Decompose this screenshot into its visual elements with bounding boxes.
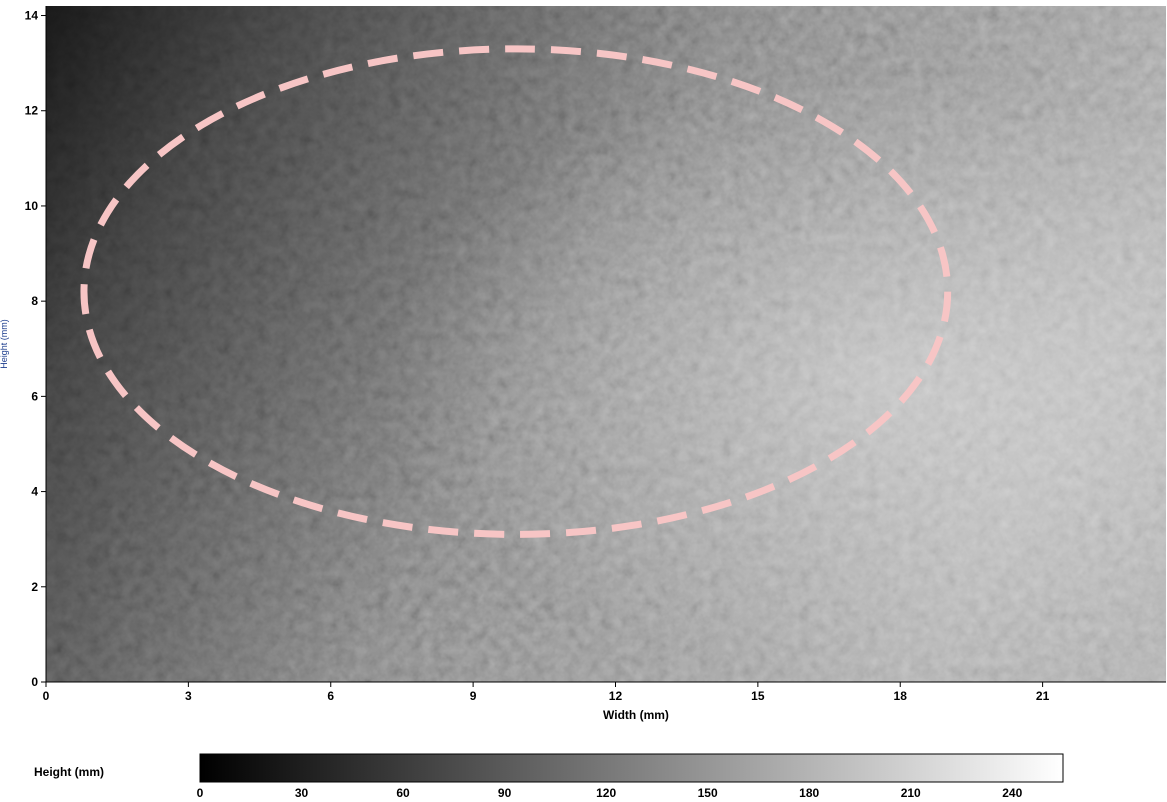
x-tick-label: 15 [751,689,765,703]
x-tick-label: 18 [894,689,908,703]
x-tick-label: 3 [185,689,192,703]
y-tick-label: 4 [31,485,38,499]
heatmap-image [46,6,1166,682]
annotation-ellipse-0 [80,45,952,538]
x-axis-title: Width (mm) [603,708,669,722]
y-tick-label: 8 [31,294,38,308]
x-tick-label: 6 [327,689,334,703]
colorbar-tick-label: 0 [197,786,204,800]
x-tick-label: 0 [43,689,50,703]
y-tick-label: 14 [25,9,39,23]
y-tick-label: 6 [31,389,38,403]
colorbar-tick-label: 90 [498,786,512,800]
axes: 0 3 6 9 12 15 18 21 0 2 4 6 8 10 12 14 Width (mm) Height … [0,6,1166,722]
x-tick-label: 12 [609,689,623,703]
colorbar-tick-label: 180 [799,786,819,800]
annotation-layer [80,45,952,538]
x-tick-label: 21 [1036,689,1050,703]
y-axis-title: Height (mm) [0,319,9,369]
y-tick-label: 12 [25,104,39,118]
colorbar-title: Height (mm) [34,765,104,779]
colorbar-tick-label: 210 [901,786,921,800]
colorbar-tick-label: 240 [1002,786,1022,800]
y-tick-label: 10 [25,199,39,213]
colorbar-tick-label: 150 [698,786,718,800]
y-tick-label: 0 [31,675,38,689]
x-tick-label: 9 [470,689,477,703]
colorbar-gradient [199,753,1064,783]
image-glare [46,6,1166,682]
y-tick-label: 2 [31,580,38,594]
colorbar-tick-label: 120 [596,786,616,800]
colorbar-tick-label: 60 [396,786,410,800]
colorbar-tick-label: 30 [295,786,309,800]
colorbar: 0 30 60 90 120 150 180 210 240 [197,753,1064,800]
